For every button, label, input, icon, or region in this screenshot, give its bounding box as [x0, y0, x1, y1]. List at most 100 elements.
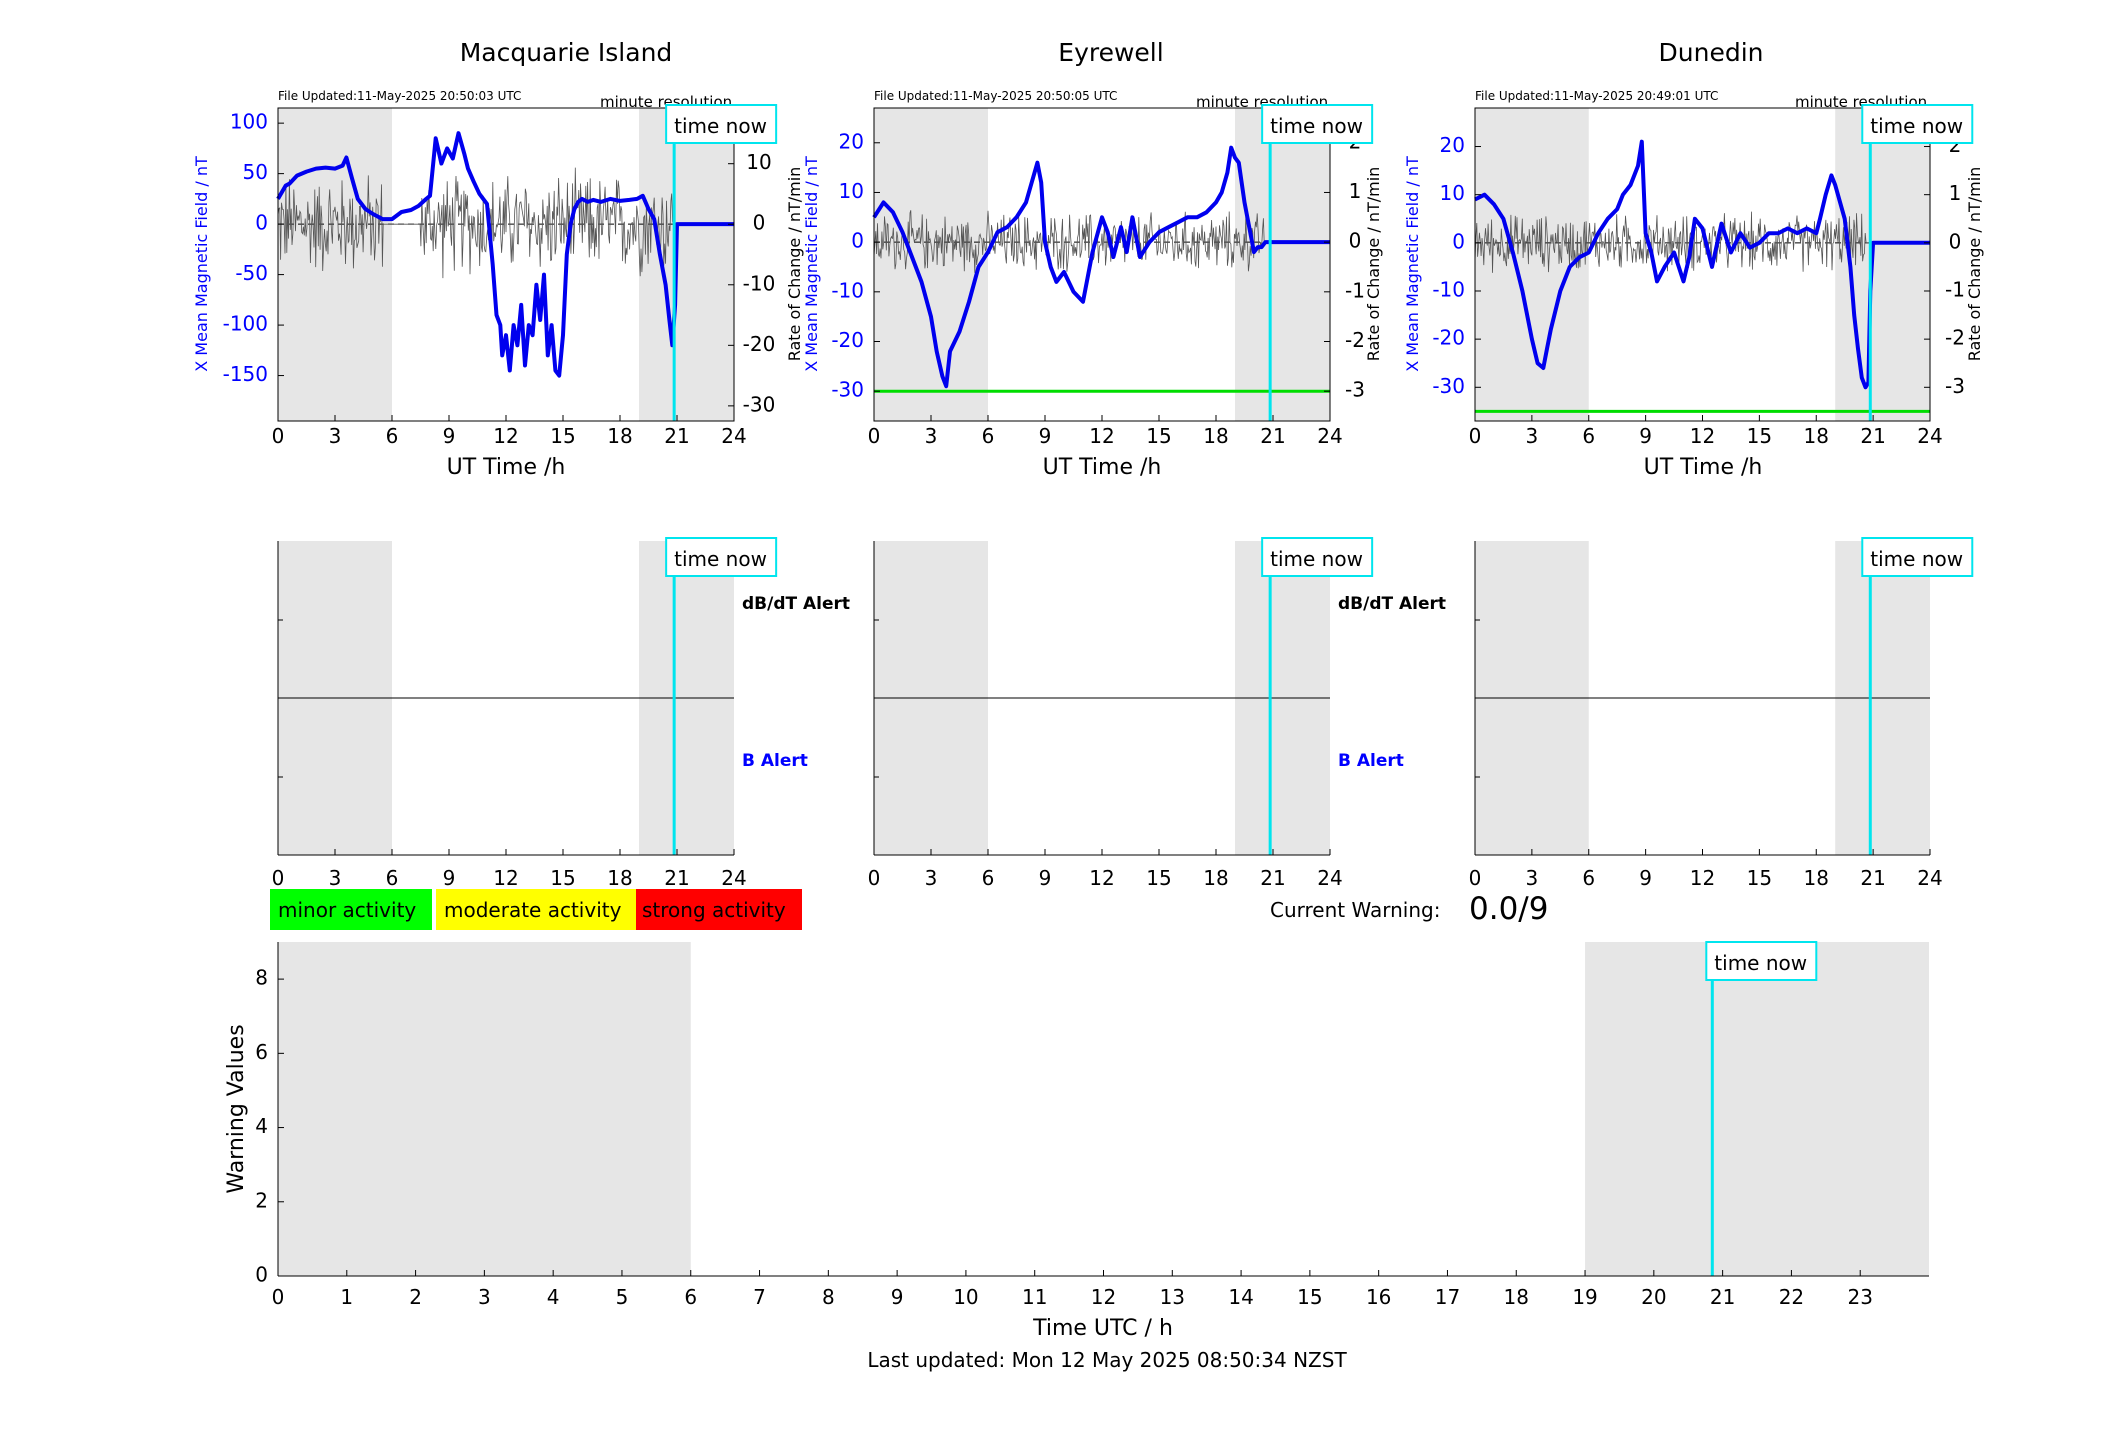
station-panel-dunedin: Dunedin File Updated:11-May-2025 20:49:0…	[1403, 38, 1984, 480]
x-tick-label: 0	[868, 424, 881, 448]
alert-panel-2: 0 3 6 9 12 15 18 21 24 time now	[1469, 537, 1974, 890]
right-tick-label: 0	[753, 211, 766, 235]
station-panel-eyrewell: Eyrewell File Updated:11-May-2025 20:50:…	[802, 38, 1383, 480]
left-tick-label: 10	[839, 179, 864, 203]
x-tick-label: 23	[1847, 1285, 1872, 1309]
x-tick-label: 12	[493, 866, 518, 890]
dbdt-alert-label: dB/dT Alert	[742, 594, 850, 614]
left-tick-label: 20	[839, 129, 864, 153]
x-tick-label: 17	[1435, 1285, 1460, 1309]
file-updated-text: File Updated:11-May-2025 20:49:01 UTC	[1475, 89, 1718, 103]
x-tick-label: 3	[925, 866, 938, 890]
right-tick-label: -10	[743, 271, 776, 295]
x-tick-label: 24	[1917, 424, 1942, 448]
left-tick-label: -150	[223, 362, 268, 386]
warning-panel: 0 2 4 6 8 0 1 2 3 4 5 6 7 8 9 10 11 12 1…	[224, 941, 1929, 1341]
time-now-box	[1861, 537, 1974, 577]
x-tick-label: 0	[1469, 424, 1482, 448]
x-axis-label: Time UTC / h	[1032, 1316, 1173, 1341]
left-tick-label: -10	[831, 278, 864, 302]
x-tick-label: 22	[1779, 1285, 1804, 1309]
legend-swatch-moderate	[436, 889, 636, 930]
x-tick-label: 9	[443, 866, 456, 890]
x-tick-label: 9	[1639, 424, 1652, 448]
x-tick-label: 3	[1526, 866, 1539, 890]
file-updated-text: File Updated:11-May-2025 20:50:05 UTC	[874, 89, 1117, 103]
time-now-marker: time now	[1705, 941, 1818, 981]
x-axis-label: UT Time /h	[1043, 455, 1162, 480]
x-tick-label: 24	[721, 866, 746, 890]
left-tick-label: -30	[831, 378, 864, 402]
legend-label-moderate: moderate activity	[444, 898, 622, 922]
left-axis: 20 10 0 -10 -20 -30	[1432, 133, 1465, 398]
x-tick-label: 12	[493, 424, 518, 448]
left-tick-label: 100	[230, 110, 268, 134]
data-marks-layer	[1474, 108, 1931, 421]
x-tick-label: 3	[329, 424, 342, 448]
left-tick-label: 0	[851, 229, 864, 253]
x-tick-label: 15	[550, 424, 575, 448]
x-tick-label: 6	[386, 866, 399, 890]
x-tick-label: 20	[1641, 1285, 1666, 1309]
x-tick-label: 6	[982, 424, 995, 448]
station-title: Eyrewell	[1058, 38, 1163, 67]
x-tick-label: 12	[1089, 866, 1114, 890]
right-tick-label: -2	[1345, 328, 1365, 352]
left-tick-label: -30	[1432, 374, 1465, 398]
time-now-marker: time now	[1261, 537, 1374, 577]
x-tick-label: 5	[616, 1285, 629, 1309]
time-now-label: time now	[1870, 547, 1963, 571]
time-now-marker: time now	[665, 537, 778, 577]
y-axis-label-right: Rate of Change / nT/min	[1965, 167, 1984, 362]
x-tick-label: 11	[1022, 1285, 1047, 1309]
x-tick-label: 0	[272, 866, 285, 890]
x-tick-label: 24	[1317, 866, 1342, 890]
x-tick-label: 6	[982, 866, 995, 890]
plot-frame	[873, 107, 1331, 422]
station-panel-macquarie-island: Macquarie Island File Updated:11-May-202…	[192, 38, 804, 480]
y-tick-label: 2	[255, 1188, 268, 1212]
time-now-marker: time now	[1861, 537, 1974, 577]
x-axis-label: UT Time /h	[1644, 455, 1763, 480]
x-tick-label: 2	[409, 1285, 422, 1309]
x-tick-label: 15	[1146, 424, 1171, 448]
last-updated-text: Last updated: Mon 12 May 2025 08:50:34 N…	[867, 1348, 1347, 1372]
x-tick-label: 12	[1690, 424, 1715, 448]
left-tick-label: 10	[1440, 181, 1465, 205]
station-plot-2: 20 10 0 -10 -20 -30 2 1 0 -1 -2 -3 0 3 6…	[1403, 104, 1984, 480]
x-tick-label: 19	[1572, 1285, 1597, 1309]
rate-of-change-line	[277, 167, 734, 279]
x-tick-label: 24	[1917, 866, 1942, 890]
x-axis: 0 3 6 9 12 15 18 21 24	[272, 424, 747, 448]
legend-label-strong: strong activity	[642, 898, 786, 922]
y-tick-label: 8	[255, 966, 268, 990]
b-field-line	[1474, 139, 1930, 390]
x-tick-label: 9	[1039, 866, 1052, 890]
right-tick-label: 10	[746, 150, 771, 174]
legend-swatch-strong	[636, 889, 802, 930]
data-marks-layer	[276, 108, 735, 421]
x-axis: 0 3 6 9 12 15 18 21 24	[272, 866, 747, 890]
left-tick-label: 50	[243, 160, 268, 184]
b-alert-label: B Alert	[742, 751, 808, 771]
x-axis: 0 3 6 9 12 15 18 21 24	[1469, 866, 1943, 890]
left-tick-label: 0	[1452, 229, 1465, 253]
x-tick-label: 18	[607, 424, 632, 448]
night-shading-band	[874, 108, 988, 421]
night-shading-layer	[278, 108, 734, 421]
x-tick-label: 0	[272, 1285, 285, 1309]
time-now-box	[665, 537, 778, 577]
left-tick-label: 20	[1440, 133, 1465, 157]
x-tick-label: 18	[1504, 1285, 1529, 1309]
night-shading-layer	[874, 108, 1330, 421]
x-tick-label: 12	[1089, 424, 1114, 448]
data-marks-layer	[872, 108, 1331, 421]
x-axis: 0 3 6 9 12 15 18 21 24	[868, 424, 1343, 448]
x-tick-label: 21	[1260, 424, 1285, 448]
x-tick-label: 6	[1582, 424, 1595, 448]
x-tick-label: 21	[1860, 424, 1885, 448]
x-tick-label: 0	[272, 424, 285, 448]
b-alert-label: B Alert	[1338, 751, 1404, 771]
left-tick-label: -20	[1432, 326, 1465, 350]
right-tick-label: 0	[1349, 229, 1362, 253]
